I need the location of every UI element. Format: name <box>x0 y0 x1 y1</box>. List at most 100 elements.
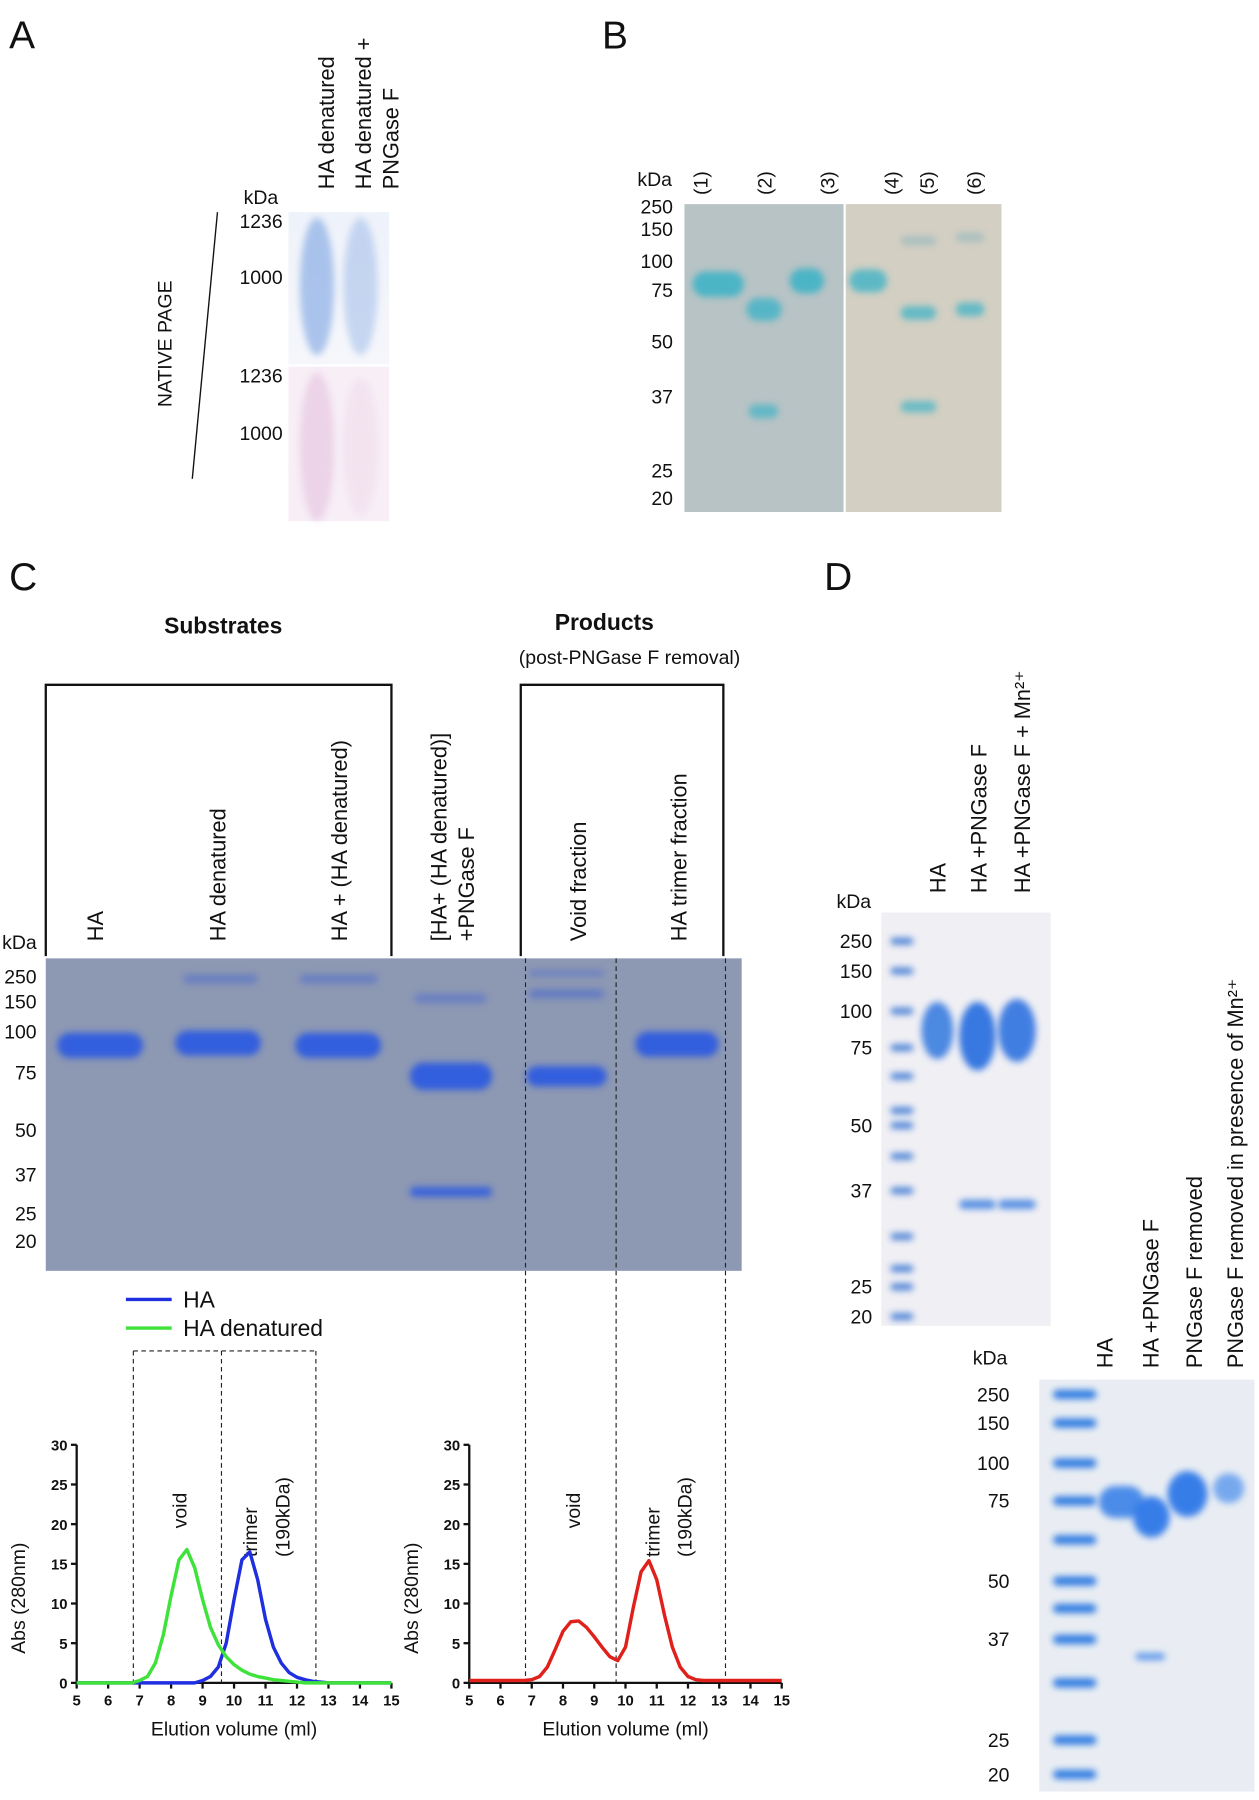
x-tick-label: 5 <box>465 1694 473 1710</box>
x-tick-label: 9 <box>590 1694 598 1710</box>
kda-label: kDa <box>973 1348 1008 1370</box>
gel-band <box>921 1001 954 1060</box>
gel-band <box>1052 1389 1097 1400</box>
y-axis-label: Abs (280nm) <box>401 1543 423 1654</box>
lane-label: (2) <box>754 171 776 195</box>
gel-band <box>890 1007 914 1015</box>
lane-label: PNGase F <box>378 88 403 189</box>
annotation: (190kDa) <box>674 1477 696 1557</box>
gel-b-left <box>684 204 844 512</box>
gel-band <box>299 217 335 356</box>
y-axis-label: Abs (280nm) <box>8 1543 30 1654</box>
panel-label: D <box>824 556 852 599</box>
gel-band <box>1052 1418 1097 1428</box>
lane-label: [HA+ (HA denatured)] <box>426 733 451 941</box>
marker-label: 20 <box>651 488 673 510</box>
panel-label: C <box>9 556 37 599</box>
x-tick-label: 11 <box>258 1694 274 1710</box>
marker-label: 50 <box>651 331 673 353</box>
gel-band <box>1135 1653 1166 1660</box>
lane-label: HA <box>83 911 108 942</box>
y-tick-label: 0 <box>452 1677 460 1693</box>
gel-band <box>1167 1471 1208 1517</box>
kda-label: kDa <box>637 169 672 191</box>
lane-label: (1) <box>690 171 712 195</box>
y-tick-label: 30 <box>444 1439 461 1455</box>
marker-label: 250 <box>977 1384 1010 1406</box>
gel-band <box>175 1030 261 1056</box>
x-tick-label: 15 <box>383 1694 400 1710</box>
lane-label: HA + (HA denatured) <box>327 740 352 941</box>
x-axis-label: Elution volume (ml) <box>542 1719 708 1741</box>
gel-band <box>890 1233 914 1240</box>
marker-label: 1000 <box>239 423 282 445</box>
marker-label: 1236 <box>239 211 282 233</box>
gel-band <box>900 305 937 320</box>
y-tick-label: 25 <box>51 1478 68 1494</box>
panel-label: B <box>602 14 628 57</box>
x-tick-label: 15 <box>773 1694 790 1710</box>
x-tick-label: 14 <box>352 1694 369 1710</box>
x-tick-label: 10 <box>226 1694 243 1710</box>
gel-band <box>528 969 605 977</box>
marker-label: 20 <box>988 1764 1010 1786</box>
gel-band <box>890 1313 914 1321</box>
x-tick-label: 12 <box>289 1694 306 1710</box>
x-tick-label: 10 <box>617 1694 634 1710</box>
gel-band <box>526 1065 607 1087</box>
gel-band <box>183 974 258 984</box>
marker-label: 25 <box>988 1730 1010 1752</box>
marker-label: 50 <box>988 1571 1010 1593</box>
gel-band <box>890 1122 914 1129</box>
lane-label: HA <box>925 862 950 893</box>
gel-band <box>1052 1576 1097 1586</box>
marker-label: 25 <box>15 1203 37 1225</box>
group-subtitle: (post-PNGase F removal) <box>519 647 740 669</box>
marker-label: 37 <box>651 386 673 408</box>
gel-band <box>1052 1535 1097 1545</box>
x-tick-label: 13 <box>711 1694 728 1710</box>
lane-label: HA denatured <box>314 56 339 189</box>
gel-band <box>528 989 605 999</box>
marker-label: 50 <box>15 1120 37 1142</box>
marker-label: 37 <box>988 1629 1010 1651</box>
gel-band <box>789 268 825 294</box>
marker-label: 150 <box>4 992 37 1014</box>
y-tick-label: 20 <box>444 1518 461 1534</box>
gel-band <box>890 1187 914 1195</box>
marker-label: 75 <box>651 280 673 302</box>
marker-label: 50 <box>851 1115 873 1137</box>
gel-band <box>890 1152 914 1160</box>
lane-label: +PNGase F <box>454 827 479 941</box>
gel-band <box>1052 1678 1097 1688</box>
marker-label: 250 <box>840 931 873 953</box>
gel-band <box>1213 1473 1245 1504</box>
gel-band <box>409 1062 493 1090</box>
x-tick-label: 5 <box>73 1694 81 1710</box>
marker-label: 100 <box>4 1021 37 1043</box>
marker-label: 1236 <box>239 366 282 388</box>
marker-label: 250 <box>641 196 674 218</box>
lane-label: Void fraction <box>566 822 591 942</box>
gel-band <box>746 297 782 321</box>
x-tick-label: 14 <box>742 1694 759 1710</box>
lane-label: PNGase F removed <box>1182 1176 1207 1368</box>
y-tick-label: 25 <box>444 1478 461 1494</box>
y-tick-label: 0 <box>59 1677 67 1693</box>
kda-label: kDa <box>244 187 279 209</box>
marker-label: 37 <box>851 1181 873 1203</box>
gel-band <box>299 974 378 984</box>
y-tick-label: 20 <box>51 1518 68 1534</box>
lane-label: HA +PNGase F <box>967 744 992 893</box>
lane-label: HA <box>1092 1337 1117 1368</box>
gel-band <box>890 967 914 975</box>
gel-band <box>57 1032 144 1058</box>
gel-band <box>1098 1486 1145 1519</box>
y-tick-label: 30 <box>51 1439 68 1455</box>
gel-band <box>998 1199 1036 1210</box>
group-title: Substrates <box>164 612 282 638</box>
x-axis-label: Elution volume (ml) <box>151 1719 317 1741</box>
